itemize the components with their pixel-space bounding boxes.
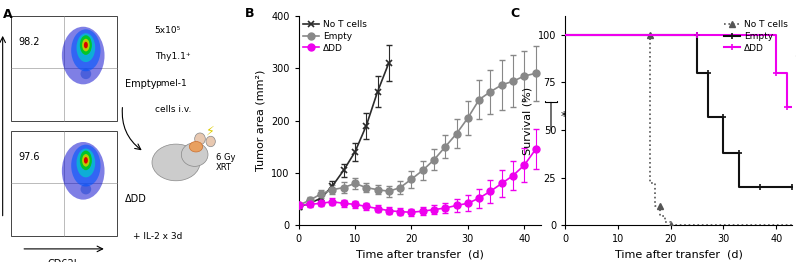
Text: + IL-2 x 3d: + IL-2 x 3d — [134, 232, 183, 241]
Ellipse shape — [62, 27, 104, 84]
Text: A: A — [2, 8, 12, 21]
Ellipse shape — [62, 142, 104, 200]
Text: pmel-1: pmel-1 — [154, 79, 186, 88]
Legend: No T cells, Empty, ΔDD: No T cells, Empty, ΔDD — [303, 20, 367, 53]
Text: ⚡: ⚡ — [206, 124, 215, 138]
Ellipse shape — [80, 35, 92, 55]
Legend: No T cells, Empty, ΔDD: No T cells, Empty, ΔDD — [724, 20, 787, 53]
Ellipse shape — [71, 145, 100, 187]
Text: CD62L: CD62L — [48, 259, 80, 262]
Bar — [10, 16, 117, 121]
Ellipse shape — [71, 29, 100, 71]
X-axis label: Time after transfer  (d): Time after transfer (d) — [615, 250, 743, 260]
Text: ΔDD: ΔDD — [125, 194, 147, 204]
Ellipse shape — [76, 149, 96, 177]
Text: B: B — [245, 7, 255, 20]
Text: 98.2: 98.2 — [18, 37, 40, 47]
Ellipse shape — [80, 150, 92, 170]
Ellipse shape — [84, 42, 88, 48]
Text: *: * — [560, 110, 567, 123]
Bar — [10, 131, 117, 236]
Ellipse shape — [152, 144, 200, 181]
Ellipse shape — [195, 133, 205, 145]
Text: 97.6: 97.6 — [18, 152, 40, 162]
Ellipse shape — [76, 33, 96, 62]
Text: Thy1.1⁺: Thy1.1⁺ — [154, 52, 190, 61]
Ellipse shape — [206, 136, 216, 147]
Text: 5x10⁵: 5x10⁵ — [154, 26, 181, 35]
Ellipse shape — [82, 154, 90, 167]
X-axis label: Time after transfer  (d): Time after transfer (d) — [356, 250, 484, 260]
Ellipse shape — [189, 141, 203, 152]
Text: C: C — [511, 7, 520, 20]
Text: cells i.v.: cells i.v. — [154, 105, 191, 114]
Y-axis label: Survival (%): Survival (%) — [522, 86, 533, 155]
Text: 6 Gy
XRT: 6 Gy XRT — [216, 153, 236, 172]
Ellipse shape — [80, 184, 92, 194]
Ellipse shape — [82, 39, 90, 51]
Y-axis label: Tumor area (mm²): Tumor area (mm²) — [256, 70, 265, 171]
Ellipse shape — [181, 143, 208, 166]
Text: Empty: Empty — [125, 79, 157, 89]
Ellipse shape — [84, 157, 88, 163]
Ellipse shape — [80, 69, 92, 79]
